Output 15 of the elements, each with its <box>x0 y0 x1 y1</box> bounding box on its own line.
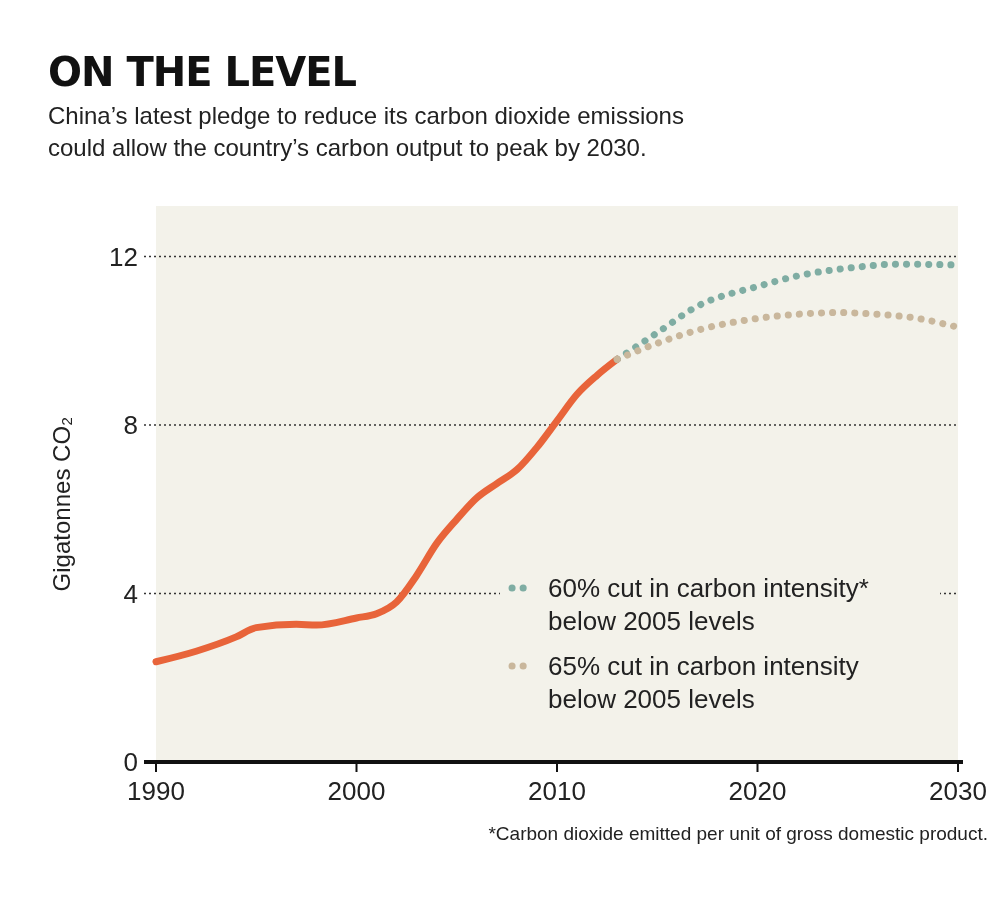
y-tick-label: 0 <box>123 747 138 777</box>
y-tick-label: 4 <box>123 578 138 609</box>
x-tick-label: 1990 <box>127 776 185 806</box>
text: *Carbon dioxide emitted per unit of gross domestic product. <box>488 823 988 844</box>
x-tick-label: 2010 <box>528 776 586 806</box>
y-tick-label: 8 <box>123 410 138 441</box>
chart-title: ON THE LEVEL <box>48 49 357 95</box>
legend-label: 60% cut in carbon intensity* below 2005 levels <box>548 573 869 636</box>
x-tick-label: 2030 <box>929 776 987 806</box>
x-tick-label: 2000 <box>327 776 386 806</box>
y-tick-label: 12 <box>109 241 138 272</box>
x-tick-label: 2020 <box>728 776 787 806</box>
chart-subtitle: China’s latest pledge to reduce its carbon dioxide emissions could allow the country’s carbon output to peak by 2030. <box>48 102 684 161</box>
legend-label: 65% cut in carbon intensity below 2005 levels <box>548 651 859 714</box>
y-axis-title: Gigatonnes CO₂ <box>48 416 75 592</box>
